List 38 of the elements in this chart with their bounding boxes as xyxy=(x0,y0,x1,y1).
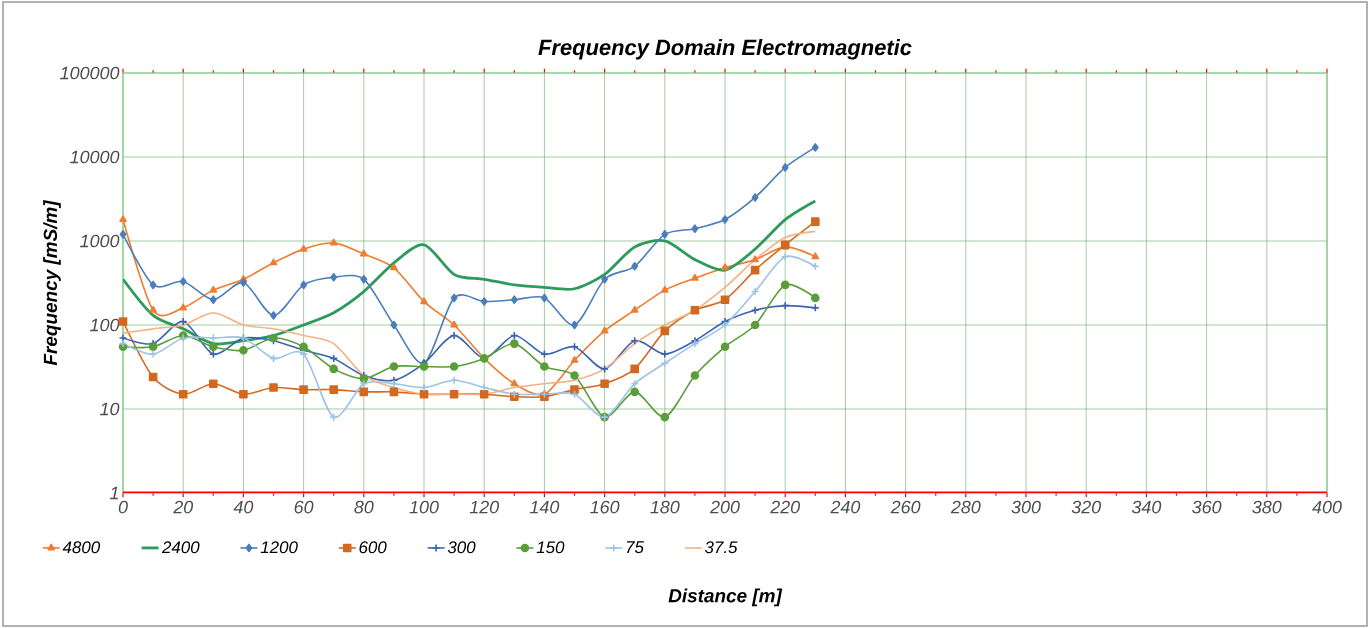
x-tick-label: 300 xyxy=(1011,500,1041,514)
x-tick-label: 240 xyxy=(830,500,861,514)
y-tick-label: 10000 xyxy=(70,150,120,164)
y-tick-label: 1 xyxy=(109,486,118,500)
x-tick-label: 160 xyxy=(590,500,620,514)
y-tick-label: 10 xyxy=(100,402,120,416)
x-tick-label: 260 xyxy=(890,500,921,514)
y-tick-label: 100000 xyxy=(60,66,120,80)
x-tick-label: 120 xyxy=(469,500,500,514)
y-tick-label: 1000 xyxy=(80,234,120,248)
x-tick-label: 280 xyxy=(950,500,981,514)
x-tick-label: 100 xyxy=(409,500,439,514)
x-tick-label: 60 xyxy=(294,500,314,514)
x-tick-label: 20 xyxy=(173,500,194,514)
x-tick-label: 340 xyxy=(1131,500,1162,514)
x-tick-label: 0 xyxy=(118,500,128,514)
legend-label: 150 xyxy=(536,541,565,554)
chart-title: Frequency Domain Electromagnetic xyxy=(538,39,912,60)
x-tick-label: 320 xyxy=(1071,500,1102,514)
legend-label: 2400 xyxy=(161,541,200,554)
x-tick-label: 140 xyxy=(529,500,560,514)
y-axis-title: Frequency [mS/m] xyxy=(43,199,61,366)
x-tick-label: 40 xyxy=(233,500,254,514)
x-tick-label: 380 xyxy=(1252,500,1282,514)
x-axis-title: Distance [m] xyxy=(668,588,783,607)
legend-label: 600 xyxy=(359,541,387,554)
legend-label: 4800 xyxy=(62,541,101,554)
x-tick-label: 220 xyxy=(770,500,801,514)
x-tick-label: 400 xyxy=(1312,500,1342,514)
x-tick-label: 360 xyxy=(1192,500,1222,514)
y-tick-label: 100 xyxy=(90,318,120,332)
x-tick-label: 80 xyxy=(354,500,374,514)
x-tick-label: 180 xyxy=(650,500,680,514)
legend-label: 300 xyxy=(447,541,476,554)
legend-label: 37.5 xyxy=(704,541,738,554)
x-tick-label: 200 xyxy=(709,500,740,514)
legend-label: 1200 xyxy=(260,541,298,554)
legend-label: 75 xyxy=(626,541,644,554)
